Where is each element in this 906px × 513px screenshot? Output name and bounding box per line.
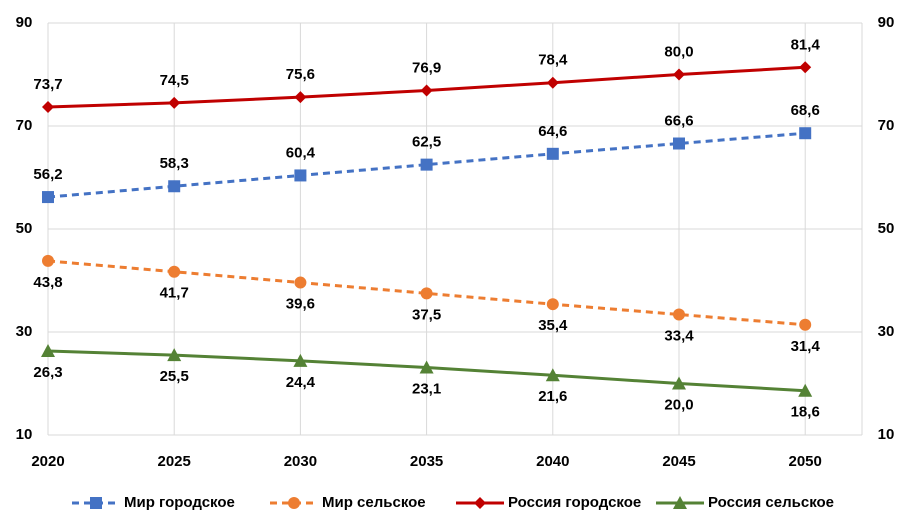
y2-tick-label: 50 — [878, 220, 895, 237]
legend-label: Мир городское — [124, 494, 235, 511]
legend-marker — [288, 497, 300, 509]
x-tick-label: 2050 — [789, 453, 822, 470]
data-point — [41, 344, 55, 358]
data-point — [546, 76, 559, 89]
data-point — [672, 376, 686, 390]
data-point — [420, 158, 433, 171]
legend-label: Россия городское — [508, 494, 641, 511]
data-point — [293, 353, 308, 367]
data-label: 18,6 — [791, 404, 820, 421]
data-label: 26,3 — [33, 364, 62, 381]
x-tick-label: 2045 — [662, 453, 695, 470]
data-label: 66,6 — [664, 112, 693, 129]
data-label: 41,7 — [160, 285, 189, 302]
y-tick-label: 50 — [16, 220, 33, 237]
data-label: 74,5 — [160, 72, 189, 89]
data-point — [294, 276, 307, 289]
y-tick-label: 10 — [16, 426, 33, 443]
data-point — [294, 169, 307, 182]
data-point — [168, 180, 181, 193]
data-point — [799, 61, 812, 74]
data-label: 37,5 — [412, 306, 441, 323]
data-label: 73,7 — [33, 76, 62, 93]
data-point — [167, 348, 182, 362]
data-label: 33,4 — [664, 327, 694, 344]
data-label: 23,1 — [412, 381, 441, 398]
data-label: 24,4 — [286, 374, 316, 391]
data-point — [673, 68, 685, 81]
data-label: 25,5 — [160, 368, 189, 385]
legend-label: Мир сельское — [322, 494, 426, 511]
x-tick-label: 2040 — [536, 453, 569, 470]
data-point — [420, 287, 433, 300]
x-tick-label: 2025 — [158, 453, 191, 470]
data-point — [168, 265, 181, 278]
data-point — [42, 254, 54, 267]
y2-tick-label: 70 — [878, 117, 895, 134]
data-point — [546, 147, 559, 160]
data-label: 21,6 — [538, 388, 567, 405]
data-label: 78,4 — [538, 52, 568, 69]
y2-tick-label: 10 — [878, 426, 895, 443]
data-label: 39,6 — [286, 296, 315, 313]
data-label: 81,4 — [791, 36, 821, 53]
x-tick-label: 2020 — [31, 453, 64, 470]
data-point — [420, 84, 433, 97]
y-tick-label: 90 — [16, 14, 33, 31]
y-tick-label: 70 — [16, 117, 33, 134]
data-label: 58,3 — [160, 155, 189, 172]
legend-marker — [90, 497, 102, 509]
legend-label: Россия сельское — [708, 494, 834, 511]
data-point — [294, 91, 307, 104]
data-label: 56,2 — [33, 166, 62, 183]
data-point — [168, 96, 181, 109]
data-point — [798, 383, 813, 397]
data-point — [799, 127, 812, 140]
data-label: 68,6 — [791, 102, 820, 119]
data-label: 64,6 — [538, 123, 567, 140]
data-point — [42, 191, 54, 204]
data-point — [545, 368, 560, 382]
data-point — [546, 298, 559, 311]
data-label: 35,4 — [538, 317, 568, 334]
data-point — [42, 100, 54, 113]
data-label: 62,5 — [412, 134, 441, 151]
y2-tick-label: 90 — [878, 14, 895, 31]
legend-marker — [474, 497, 486, 509]
data-label: 60,4 — [286, 144, 316, 161]
data-label: 80,0 — [664, 43, 693, 60]
y-tick-label: 30 — [16, 323, 33, 340]
x-tick-label: 2035 — [410, 453, 443, 470]
legend-marker — [673, 496, 687, 509]
data-label: 75,6 — [286, 66, 315, 83]
data-label: 31,4 — [791, 338, 821, 355]
data-label: 43,8 — [33, 274, 62, 291]
data-point — [673, 137, 685, 150]
y2-tick-label: 30 — [878, 323, 895, 340]
data-point — [799, 318, 812, 331]
data-label: 20,0 — [664, 396, 693, 413]
data-point — [673, 308, 685, 321]
x-tick-label: 2030 — [284, 453, 317, 470]
data-point — [419, 360, 434, 374]
data-label: 76,9 — [412, 59, 441, 76]
